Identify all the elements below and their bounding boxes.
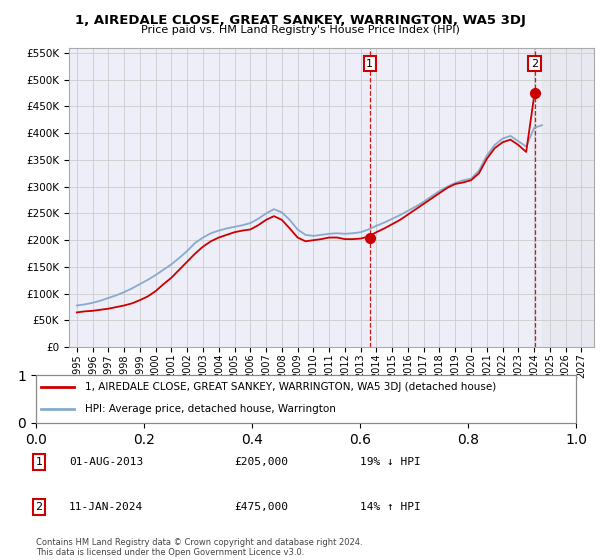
- Text: Contains HM Land Registry data © Crown copyright and database right 2024.
This d: Contains HM Land Registry data © Crown c…: [36, 538, 362, 557]
- Bar: [542, 48, 594, 347]
- Text: £205,000: £205,000: [234, 457, 288, 467]
- Text: £475,000: £475,000: [234, 502, 288, 512]
- Text: 1: 1: [367, 59, 373, 69]
- Text: 1, AIREDALE CLOSE, GREAT SANKEY, WARRINGTON, WA5 3DJ (detached house): 1, AIREDALE CLOSE, GREAT SANKEY, WARRING…: [85, 382, 496, 392]
- Text: 2: 2: [531, 59, 538, 69]
- Text: HPI: Average price, detached house, Warrington: HPI: Average price, detached house, Warr…: [85, 404, 335, 414]
- Text: Price paid vs. HM Land Registry's House Price Index (HPI): Price paid vs. HM Land Registry's House …: [140, 25, 460, 35]
- Text: 01-AUG-2013: 01-AUG-2013: [69, 457, 143, 467]
- Text: 1: 1: [35, 457, 43, 467]
- Text: 19% ↓ HPI: 19% ↓ HPI: [360, 457, 421, 467]
- Bar: [542, 48, 594, 347]
- Text: 1, AIREDALE CLOSE, GREAT SANKEY, WARRINGTON, WA5 3DJ: 1, AIREDALE CLOSE, GREAT SANKEY, WARRING…: [74, 14, 526, 27]
- Text: 11-JAN-2024: 11-JAN-2024: [69, 502, 143, 512]
- Text: 2: 2: [35, 502, 43, 512]
- Text: 14% ↑ HPI: 14% ↑ HPI: [360, 502, 421, 512]
